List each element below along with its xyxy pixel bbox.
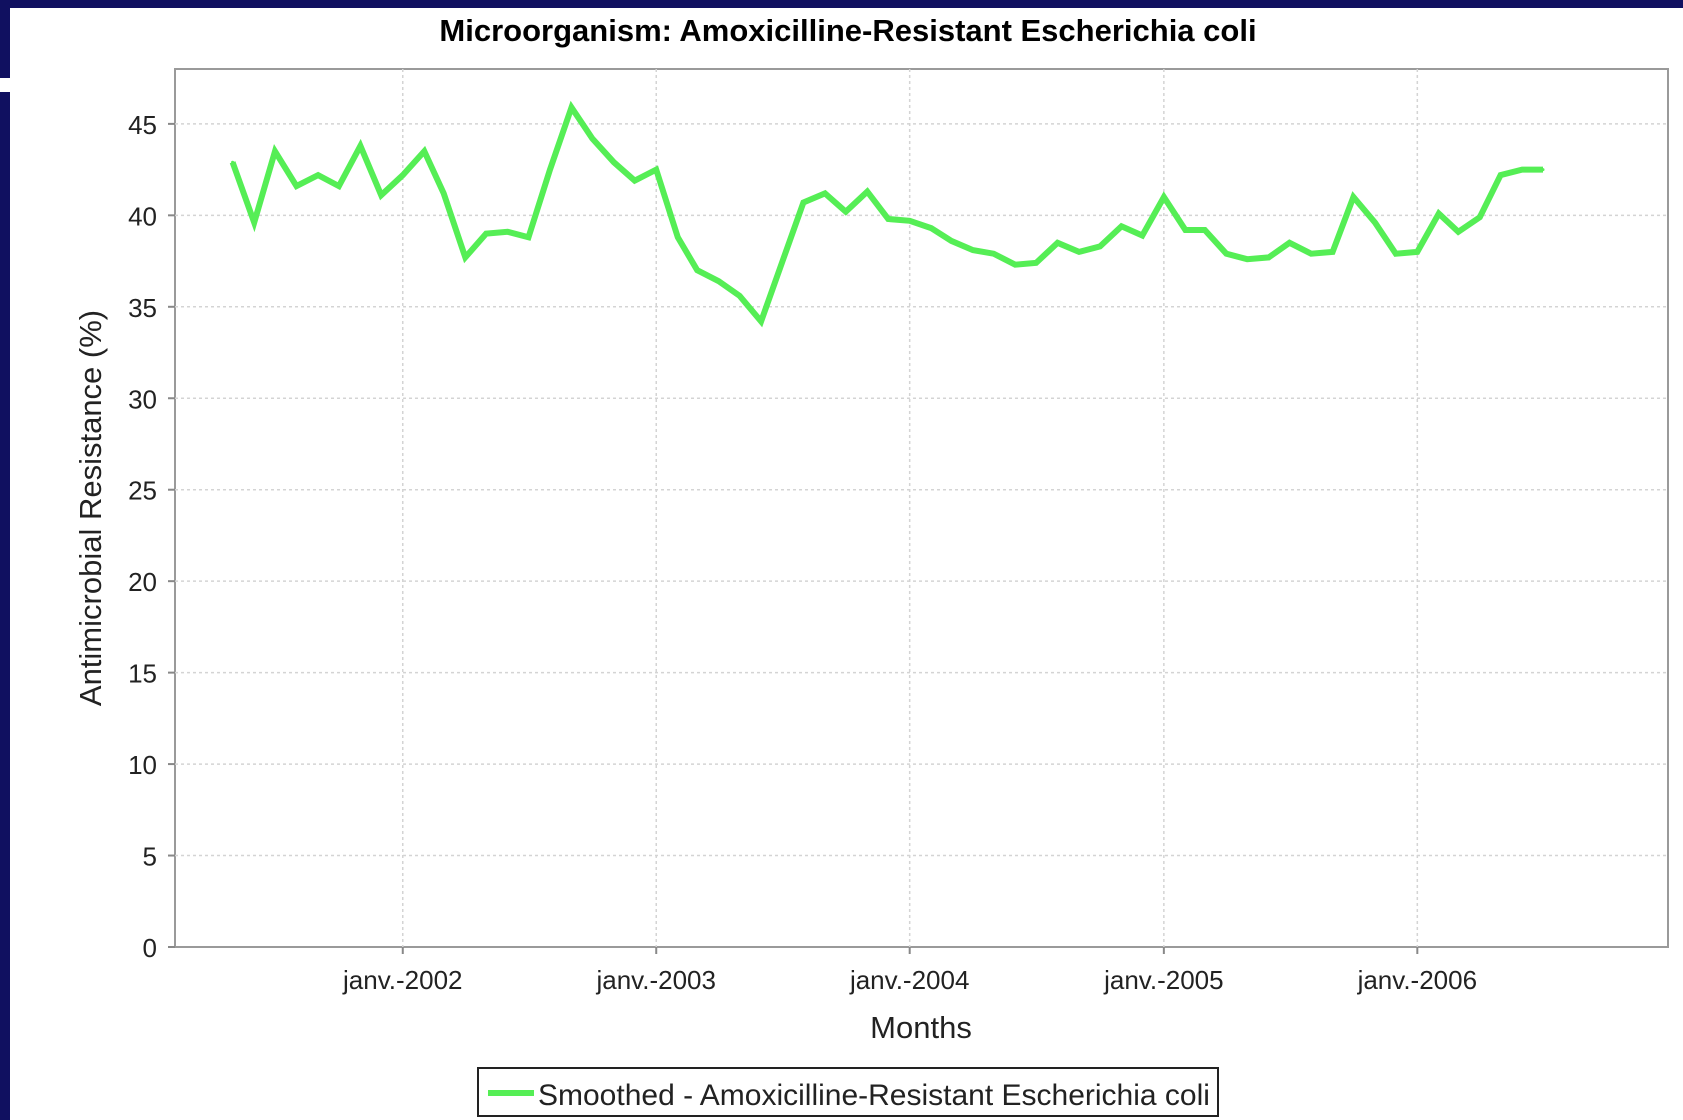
data-point: [695, 268, 699, 272]
data-point: [231, 160, 235, 164]
data-point: [1183, 228, 1187, 232]
y-tick-label: 40: [128, 201, 157, 231]
y-tick-label: 0: [143, 933, 157, 963]
data-point: [1140, 234, 1144, 237]
data-point: [379, 193, 383, 197]
data-point: [1309, 252, 1313, 256]
data-point: [1267, 255, 1271, 259]
data-point: [1034, 261, 1038, 265]
data-point: [738, 294, 742, 298]
slide-corner-bar: [0, 78, 10, 92]
data-point: [401, 173, 405, 177]
data-point: [612, 160, 616, 164]
data-point: [337, 184, 341, 188]
data-point: [1288, 241, 1291, 245]
data-point: [1203, 228, 1207, 232]
data-point: [1098, 244, 1102, 248]
data-point: [676, 235, 680, 239]
y-tick-label: 25: [128, 476, 157, 506]
y-tick-label: 15: [128, 659, 157, 689]
data-point: [780, 261, 784, 265]
data-point: [1415, 250, 1419, 254]
data-point: [1077, 250, 1081, 254]
y-axis: 0 5 10 15 20 25 30 35 40 45: [128, 110, 175, 963]
data-point: [992, 252, 996, 256]
data-point: [442, 191, 446, 195]
x-axis: janv.-2002 janv.-2003 janv.-2004 janv.-2005…: [342, 947, 1477, 995]
data-point: [971, 248, 975, 252]
data-point: [1437, 212, 1441, 215]
data-point: [801, 201, 805, 204]
data-point: [886, 217, 890, 221]
data-point: [1013, 263, 1017, 267]
data-point: [1120, 224, 1123, 228]
y-tick-label: 45: [128, 110, 157, 140]
data-point: [1394, 252, 1398, 256]
x-tick-label: janv.-2002: [342, 965, 463, 995]
data-point: [527, 235, 530, 239]
data-point: [316, 173, 320, 177]
data-point: [252, 221, 256, 225]
data-point: [590, 137, 594, 140]
data-point: [633, 179, 637, 183]
data-point: [1373, 221, 1377, 225]
data-point: [908, 219, 912, 223]
data-point: [844, 210, 848, 214]
data-point: [570, 105, 573, 109]
legend-box: [477, 1067, 1219, 1117]
y-tick-label: 30: [128, 384, 157, 414]
data-point: [1351, 195, 1355, 199]
data-point: [548, 168, 552, 172]
data-point: [1162, 195, 1166, 199]
data-point: [1456, 230, 1460, 234]
chart-title: Microorganism: Amoxicilline-Resistant Es…: [439, 13, 1256, 48]
data-point: [759, 319, 763, 323]
data-point: [1541, 168, 1545, 172]
y-tick-label: 10: [128, 750, 157, 780]
data-point: [1499, 173, 1503, 177]
grid-lines: [175, 69, 1668, 947]
legend: Smoothed - Amoxicilline-Resistant Escher…: [477, 1067, 1219, 1117]
x-axis-label: Months: [870, 1010, 972, 1045]
x-tick-label: janv.-2005: [1103, 965, 1224, 995]
data-point: [1224, 252, 1228, 256]
x-tick-label: janv.-2006: [1357, 965, 1478, 995]
data-point: [1478, 215, 1482, 219]
data-point: [273, 149, 277, 153]
x-tick-label: janv.-2003: [595, 965, 716, 995]
data-point: [865, 190, 869, 194]
data-point: [1056, 241, 1060, 245]
data-point: [654, 168, 658, 172]
data-point: [929, 226, 933, 230]
legend-label: Smoothed - Amoxicilline-Resistant Escher…: [538, 1079, 1210, 1112]
data-point: [823, 191, 827, 195]
data-point: [1520, 168, 1524, 172]
data-point: [717, 279, 721, 283]
data-point: [295, 184, 298, 188]
data-point: [484, 232, 488, 236]
plot-area: [174, 68, 1669, 948]
y-tick-label: 35: [128, 293, 157, 323]
data-point: [422, 149, 426, 153]
y-tick-label: 5: [143, 842, 157, 872]
y-tick-label: 20: [128, 567, 157, 597]
x-tick-label: janv.-2004: [849, 965, 970, 995]
data-point: [1245, 257, 1249, 261]
data-point: [506, 230, 510, 234]
y-axis-label: Antimicrobial Resistance (%): [73, 310, 108, 706]
data-point: [949, 239, 953, 243]
data-point: [463, 255, 467, 259]
data-point: [1331, 250, 1335, 254]
series-lines: [229, 100, 1545, 328]
data-point: [358, 144, 362, 148]
